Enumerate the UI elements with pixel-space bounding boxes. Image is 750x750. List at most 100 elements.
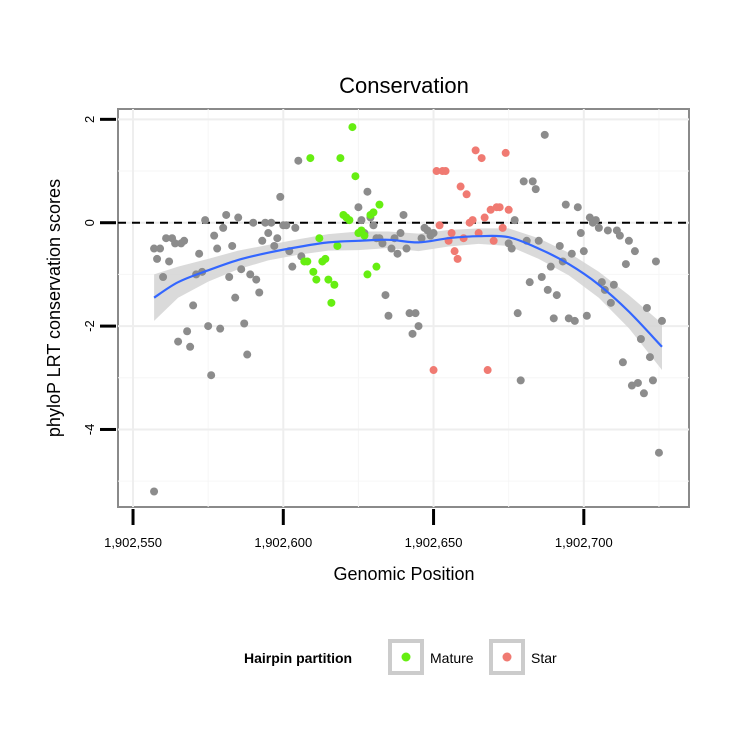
data-point-other — [648, 376, 657, 385]
data-point-star — [501, 148, 510, 157]
smooth-line — [153, 234, 663, 348]
plot-panel — [117, 108, 690, 508]
data-point-mature — [324, 275, 333, 284]
data-point-other — [225, 272, 234, 281]
data-point-mature — [306, 154, 315, 163]
data-point-mature — [345, 216, 354, 225]
data-point-other — [654, 448, 663, 457]
data-point-other — [189, 301, 198, 310]
data-point-other — [537, 272, 546, 281]
data-point-other — [615, 231, 624, 240]
x-tick-label: 1,902,650 — [405, 535, 463, 550]
data-point-other — [252, 275, 261, 284]
data-point-other — [207, 371, 216, 380]
data-point-other — [231, 293, 240, 302]
data-point-other — [576, 229, 585, 238]
data-point-star — [477, 154, 486, 163]
data-point-other — [378, 239, 387, 248]
data-point-mature — [333, 241, 342, 250]
data-point-other — [240, 319, 249, 328]
data-point-star — [504, 205, 513, 214]
data-point-other — [594, 223, 603, 232]
data-point-mature — [312, 275, 321, 284]
data-point-star — [459, 234, 468, 243]
data-point-other — [582, 311, 591, 320]
data-point-star — [462, 190, 471, 199]
data-point-other — [549, 314, 558, 323]
data-point-star — [483, 366, 492, 375]
data-point-other — [570, 316, 579, 325]
data-point-other — [408, 329, 417, 338]
data-point-mature — [303, 257, 312, 266]
data-point-other — [204, 322, 213, 331]
data-point-star — [486, 205, 495, 214]
x-tick-label: 1,902,600 — [254, 535, 312, 550]
data-point-other — [621, 260, 630, 269]
data-point-other — [153, 254, 162, 263]
data-point-other — [258, 236, 267, 245]
data-point-other — [384, 311, 393, 320]
data-point-mature — [348, 123, 357, 132]
data-point-other — [222, 210, 231, 219]
legend-title: Hairpin partition — [244, 650, 352, 666]
data-point-other — [651, 257, 660, 266]
data-point-other — [627, 381, 636, 390]
data-point-other — [528, 177, 537, 186]
data-point-mature — [327, 298, 336, 307]
chart-title: Conservation — [339, 73, 469, 98]
data-point-other — [180, 236, 189, 245]
data-point-other — [210, 231, 219, 240]
smooth-line-path — [153, 234, 663, 348]
data-point-other — [639, 389, 648, 398]
data-point-mature — [309, 267, 318, 276]
data-point-other — [513, 309, 522, 318]
data-point-other — [414, 322, 423, 331]
data-point-other — [267, 218, 276, 227]
data-point-other — [429, 229, 438, 238]
data-point-other — [237, 265, 246, 274]
data-point-other — [642, 304, 651, 312]
data-point-other — [369, 221, 378, 230]
data-point-other — [546, 262, 555, 271]
data-point-other — [519, 177, 528, 186]
data-point-other — [396, 229, 405, 238]
data-point-other — [159, 272, 168, 281]
data-point-other — [624, 236, 633, 245]
data-point-other — [261, 218, 270, 227]
data-point-mature — [351, 172, 360, 181]
data-point-star — [480, 213, 489, 222]
data-point-other — [291, 223, 300, 232]
data-point-other — [270, 241, 279, 250]
data-point-star — [471, 146, 480, 155]
data-point-other — [534, 236, 543, 245]
data-point-other — [603, 226, 612, 235]
y-tick-label: 2 — [82, 116, 97, 123]
data-point-other — [216, 324, 225, 333]
data-point-star — [435, 221, 444, 230]
y-tick-label: -4 — [82, 424, 97, 436]
data-point-other — [246, 270, 255, 279]
data-point-other — [162, 234, 171, 243]
data-points — [150, 123, 666, 496]
data-point-other — [609, 280, 618, 289]
x-tick-label: 1,902,700 — [555, 535, 613, 550]
data-point-other — [579, 247, 588, 256]
data-point-other — [411, 309, 420, 318]
data-point-mature — [315, 234, 324, 243]
data-point-other — [591, 216, 600, 225]
data-point-other — [540, 130, 549, 139]
legend: Hairpin partition Mature Star — [244, 639, 557, 675]
data-point-other — [150, 487, 159, 496]
data-point-other — [183, 327, 192, 336]
data-point-other — [606, 298, 615, 307]
data-point-other — [564, 314, 573, 323]
data-point-other — [405, 309, 414, 318]
data-point-other — [282, 221, 291, 230]
data-point-other — [573, 203, 582, 212]
data-point-other — [156, 244, 165, 253]
data-point-other — [276, 192, 285, 201]
data-point-other — [618, 358, 627, 367]
x-tick-label: 1,902,550 — [104, 535, 162, 550]
data-point-other — [636, 335, 645, 344]
